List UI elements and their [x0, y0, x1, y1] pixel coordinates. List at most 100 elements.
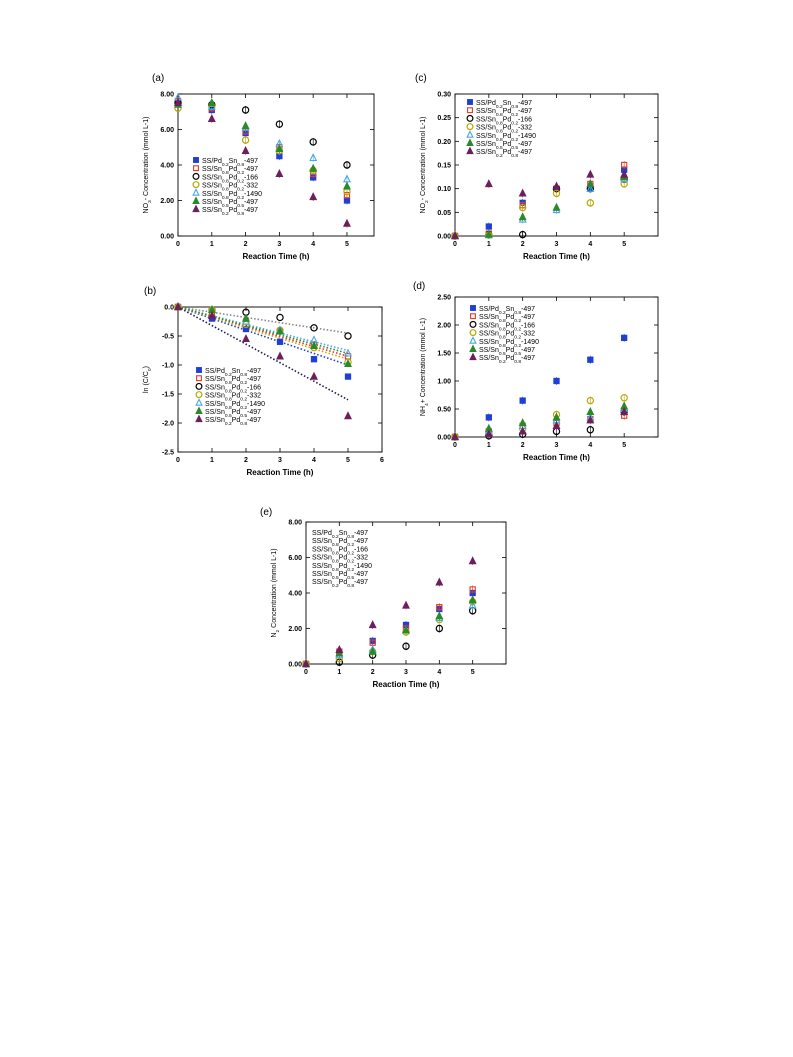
data-point	[310, 341, 318, 350]
data-point	[586, 183, 595, 192]
data-point	[242, 334, 250, 343]
y-tick-label: -0.5	[162, 334, 174, 341]
series-2	[451, 175, 628, 240]
y-tick-label: 0.15	[437, 163, 451, 170]
series-6	[174, 302, 352, 420]
data-point	[310, 356, 318, 363]
data-point	[309, 153, 318, 162]
data-point	[309, 163, 318, 172]
legend-marker	[195, 382, 203, 390]
data-point	[342, 181, 351, 190]
data-point	[343, 161, 351, 169]
series-4	[451, 174, 629, 240]
series-6	[451, 406, 629, 441]
series-2	[302, 606, 477, 668]
legend-marker	[469, 329, 477, 337]
legend-marker	[195, 391, 203, 399]
data-point	[344, 348, 352, 357]
series-1	[451, 161, 628, 240]
legend-entry: SS/Pd0.2Sn0.8-497	[312, 530, 368, 540]
chart-a: (a) 0.00 2.00 4.00 6.00 8.00 0 1 2 3 4 5 Reaction Ti…	[143, 73, 375, 261]
panel-label: (a)	[152, 73, 164, 84]
data-point	[468, 600, 477, 609]
legend-entry: SS/Sn0.8Pd0.2-497	[476, 108, 532, 118]
x-axis-label: Reaction Time (h)	[373, 680, 440, 689]
x-tick-label: 3	[404, 669, 408, 676]
chart-e: (e) 0.00 2.00 4.00 6.00 8.00 0 1 2 3 4 5 Reaction Ti…	[260, 507, 507, 689]
legend-marker	[469, 336, 477, 344]
data-point	[402, 625, 410, 634]
x-tick-label: 2	[371, 669, 375, 676]
data-point	[586, 406, 595, 415]
data-point	[451, 432, 459, 441]
data-point	[484, 229, 493, 238]
data-point	[276, 338, 284, 345]
data-point	[451, 231, 459, 240]
series-3	[451, 393, 628, 441]
x-tick-label: 4	[437, 669, 441, 676]
y-tick-label: 0.05	[437, 210, 451, 217]
data-point	[435, 624, 444, 633]
series-6	[302, 556, 477, 668]
x-axis-label: Reaction Time (h)	[523, 453, 590, 462]
legend-entry: SS/Sn0.8Pd0.2-332	[312, 555, 368, 565]
data-point	[468, 595, 477, 604]
x-tick-label: 3	[277, 241, 281, 248]
data-point	[552, 202, 561, 211]
legend-entry: SS/Pd0.2Sn0.8-497	[205, 368, 261, 378]
x-tick-label: 5	[345, 241, 349, 248]
data-point	[241, 106, 250, 114]
data-point	[208, 310, 216, 319]
series-4	[302, 600, 477, 668]
x-tick-label: 1	[487, 442, 491, 449]
y-tick-label: 0.20	[437, 139, 451, 146]
data-point	[553, 377, 560, 385]
data-point	[468, 556, 477, 565]
data-point	[276, 351, 284, 360]
y-tick-label: 2.00	[288, 626, 302, 633]
legend-marker	[469, 352, 477, 361]
data-point	[368, 620, 377, 629]
y-tick-label: 0.10	[437, 186, 451, 193]
data-point	[485, 223, 492, 230]
legend-entry: SS/Sn0.8Pd0.2-332	[205, 393, 261, 403]
data-point	[469, 586, 476, 593]
series-5	[302, 595, 477, 668]
data-point	[620, 394, 628, 402]
series-4	[451, 404, 629, 441]
y-tick-label: 2.00	[160, 198, 174, 205]
data-point	[485, 414, 492, 421]
legend-marker	[470, 305, 476, 311]
data-point	[310, 371, 318, 380]
x-tick-label: 4	[312, 457, 316, 464]
x-tick-label: 5	[471, 669, 475, 676]
legend-marker	[192, 181, 200, 189]
fit-line	[177, 306, 349, 358]
data-point	[402, 642, 410, 650]
data-point	[342, 218, 351, 227]
legend-entry: SS/Sn0.8Pd0.2-332	[202, 183, 258, 193]
data-point	[275, 144, 284, 153]
fit-line	[177, 306, 349, 360]
series-3	[451, 179, 628, 240]
fit-line	[177, 306, 349, 334]
data-point	[174, 98, 182, 107]
data-point	[344, 332, 352, 340]
y-tick-label: 8.00	[288, 520, 302, 527]
panel-label: (c)	[415, 73, 427, 84]
data-point	[276, 313, 284, 322]
data-point	[552, 412, 561, 421]
x-tick-label: 4	[588, 442, 592, 449]
legend: SS/Pd0.2Sn0.8-497SS/Sn0.8Pd0.2-497SS/Sn0…	[466, 99, 536, 159]
x-tick-label: 0	[304, 669, 308, 676]
data-point	[368, 646, 377, 655]
x-axis-label: Reaction Time (h)	[523, 252, 590, 261]
x-tick-label: 0	[453, 241, 457, 248]
x-tick-label: 6	[380, 457, 384, 464]
legend-marker	[196, 375, 202, 382]
legend-marker	[196, 367, 202, 373]
legend-marker	[469, 320, 477, 328]
panel-label: (b)	[144, 286, 156, 297]
legend-entry: SS/Sn0.8Pd0.2-1490	[476, 133, 536, 143]
